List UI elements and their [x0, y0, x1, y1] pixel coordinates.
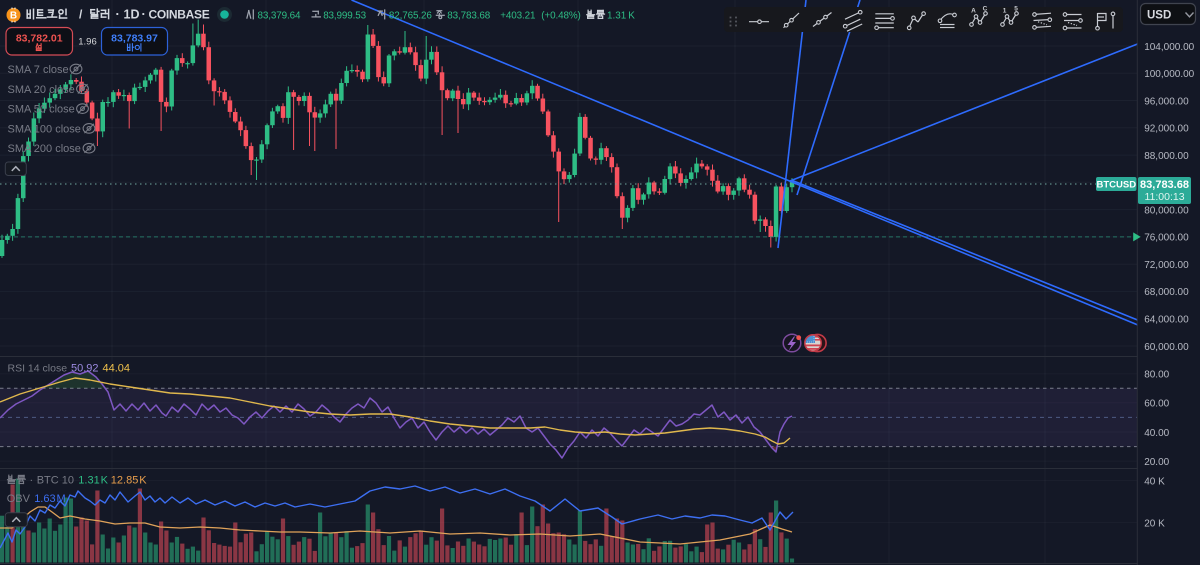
svg-text:12.85 K: 12.85 K [111, 474, 147, 486]
svg-text:83,783.68: 83,783.68 [447, 11, 490, 22]
svg-text:40 K: 40 K [1144, 476, 1165, 487]
svg-text:83,783.97: 83,783.97 [111, 33, 158, 45]
svg-text:SMA 50 close: SMA 50 close [8, 104, 75, 116]
svg-text:92,000.00: 92,000.00 [1144, 124, 1189, 135]
svg-text:83,379.64: 83,379.64 [258, 11, 301, 22]
svg-text:1.63 M: 1.63 M [34, 493, 65, 505]
svg-text:COINBASE: COINBASE [149, 8, 210, 22]
svg-text:83,782.01: 83,782.01 [16, 33, 63, 45]
svg-text:SMA 200 close: SMA 200 close [8, 143, 81, 155]
svg-text:A: A [971, 8, 976, 15]
svg-text:1.31 K: 1.31 K [78, 474, 108, 486]
svg-text:80,000.00: 80,000.00 [1144, 205, 1189, 216]
svg-text:82,765.26: 82,765.26 [389, 11, 432, 22]
svg-text:·: · [116, 7, 120, 22]
svg-text:USD: USD [1147, 9, 1171, 21]
svg-text:80.00: 80.00 [1144, 370, 1169, 381]
svg-text:60,000.00: 60,000.00 [1144, 342, 1189, 353]
svg-text:RSI 14 close: RSI 14 close [8, 363, 68, 375]
svg-text:20.00: 20.00 [1144, 457, 1169, 468]
svg-text:(+0.48%): (+0.48%) [541, 11, 580, 22]
svg-text:SMA 20 close: SMA 20 close [8, 84, 75, 96]
svg-text:83,783.68: 83,783.68 [1140, 179, 1189, 191]
svg-text:1: 1 [1003, 8, 1007, 15]
svg-text:76,000.00: 76,000.00 [1144, 233, 1189, 244]
svg-text:C: C [983, 6, 988, 13]
svg-text:50.92: 50.92 [71, 363, 99, 375]
svg-text:1.31 K: 1.31 K [607, 11, 635, 22]
svg-text:11:00:13: 11:00:13 [1144, 191, 1184, 203]
svg-text:1D: 1D [124, 8, 140, 22]
svg-text:64,000.00: 64,000.00 [1144, 315, 1189, 326]
svg-text:40.00: 40.00 [1144, 428, 1169, 439]
svg-text:SMA 7 close: SMA 7 close [8, 64, 69, 76]
svg-text:68,000.00: 68,000.00 [1144, 287, 1189, 298]
svg-text:BTC 10: BTC 10 [37, 474, 74, 486]
svg-text:BTCUSD: BTCUSD [1097, 180, 1137, 191]
svg-text:·: · [142, 7, 146, 22]
svg-text:OBV: OBV [7, 493, 31, 505]
svg-text:SMA 100 close: SMA 100 close [8, 123, 81, 135]
svg-text:5: 5 [1014, 6, 1018, 13]
svg-text:20 K: 20 K [1144, 518, 1165, 529]
svg-text:96,000.00: 96,000.00 [1144, 96, 1189, 107]
svg-text:+403.21: +403.21 [500, 11, 536, 22]
svg-text:1.96: 1.96 [78, 37, 97, 48]
svg-text:B: B [10, 11, 17, 22]
svg-text:100,000.00: 100,000.00 [1144, 69, 1194, 80]
svg-text:/: / [79, 8, 83, 22]
svg-text:88,000.00: 88,000.00 [1144, 151, 1189, 162]
svg-text:60.00: 60.00 [1144, 399, 1169, 410]
svg-text:72,000.00: 72,000.00 [1144, 260, 1189, 271]
svg-text:83,999.53: 83,999.53 [323, 11, 366, 22]
svg-text:44.04: 44.04 [103, 363, 131, 375]
svg-text:·: · [30, 474, 34, 486]
svg-text:104,000.00: 104,000.00 [1144, 42, 1194, 53]
